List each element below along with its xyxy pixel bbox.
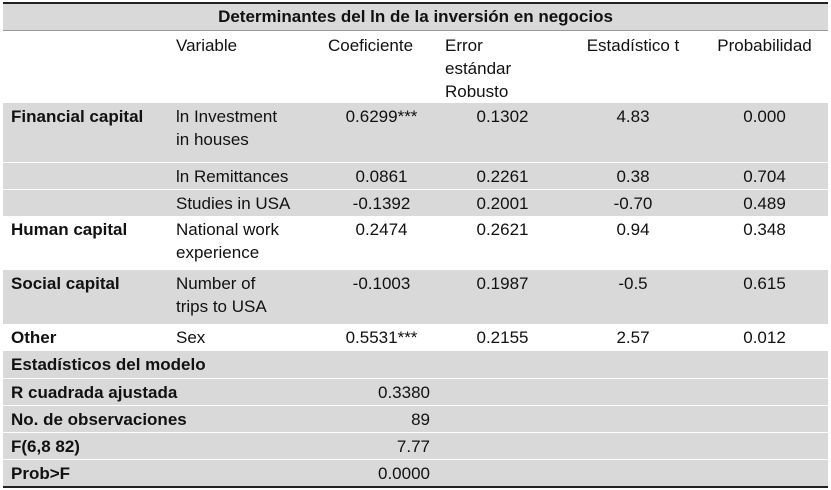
row-coef: 0.0861 xyxy=(323,161,440,189)
row-tstat: -0.70 xyxy=(565,188,701,216)
header-prob: Probabilidad xyxy=(701,30,829,103)
title-row: Determinantes del ln de la inversión en … xyxy=(3,2,829,31)
row-tstat: 2.57 xyxy=(565,324,701,351)
row-variable-line2: experience xyxy=(176,243,260,262)
table-title: Determinantes del ln de la inversión en … xyxy=(3,2,829,31)
row-tstat: 0.94 xyxy=(565,216,701,270)
model-stats-heading: Estadísticos del modelo xyxy=(3,351,829,378)
row-prob: 0.615 xyxy=(701,270,829,324)
row-group-label: Human capital xyxy=(3,216,171,270)
table-row: Social capital Number of trips to USA -0… xyxy=(3,270,829,324)
row-tstat: 4.83 xyxy=(565,103,701,162)
model-stats-heading-row: Estadísticos del modelo xyxy=(3,351,829,378)
table-row: Human capital National work experience 0… xyxy=(3,216,829,270)
stat-row: No. de observaciones 89 xyxy=(3,404,829,432)
header-group xyxy=(3,30,171,103)
row-error: 0.1302 xyxy=(440,103,565,162)
row-variable: Studies in USA xyxy=(171,188,323,216)
header-variable: Variable xyxy=(171,30,323,103)
stat-row: Prob>F 0.0000 xyxy=(3,458,829,488)
row-group-label xyxy=(3,161,171,189)
stat-label: F(6,8 82) xyxy=(3,431,323,459)
row-error: 0.2001 xyxy=(440,188,565,216)
stat-row: R cuadrada ajustada 0.3380 xyxy=(3,377,829,405)
header-tstat: Estadístico t xyxy=(565,30,701,103)
row-variable-line1: National work xyxy=(176,220,279,239)
row-prob: 0.012 xyxy=(701,324,829,351)
header-error-line1: Error xyxy=(445,36,483,55)
row-variable: ln Investment in houses xyxy=(171,103,323,162)
row-prob: 0.704 xyxy=(701,161,829,189)
row-variable: Sex xyxy=(171,324,323,351)
table-row: Other Sex 0.5531*** 0.2155 2.57 0.012 xyxy=(3,324,829,351)
header-error: Error estándar Robusto xyxy=(440,30,565,103)
row-variable-line1: ln Investment xyxy=(176,107,278,126)
row-group-label xyxy=(3,188,171,216)
row-error: 0.2155 xyxy=(440,324,565,351)
row-error: 0.2621 xyxy=(440,216,565,270)
header-row: Variable Coeficiente Error estándar Robu… xyxy=(3,30,829,103)
row-coef: -0.1003 xyxy=(323,270,440,324)
row-variable: Number of trips to USA xyxy=(171,270,323,324)
regression-table: Determinantes del ln de la inversión en … xyxy=(3,2,829,488)
row-variable-line2: trips to USA xyxy=(176,297,267,316)
stat-empty xyxy=(440,377,829,405)
stat-row: F(6,8 82) 7.77 xyxy=(3,431,829,459)
table-row: Studies in USA -0.1392 0.2001 -0.70 0.48… xyxy=(3,188,829,216)
stat-value: 0.0000 xyxy=(323,458,440,488)
row-variable: ln Remittances xyxy=(171,161,323,189)
row-coef: 0.5531*** xyxy=(323,324,440,351)
stat-empty xyxy=(440,458,829,488)
stat-label: Prob>F xyxy=(3,458,323,488)
stat-value: 89 xyxy=(323,404,440,432)
header-error-line3: Robusto xyxy=(445,82,509,101)
row-coef: -0.1392 xyxy=(323,188,440,216)
row-coef: 0.2474 xyxy=(323,216,440,270)
row-error: 0.1987 xyxy=(440,270,565,324)
row-group-label: Financial capital xyxy=(3,103,171,162)
stat-label: No. de observaciones xyxy=(3,404,323,432)
row-prob: 0.348 xyxy=(701,216,829,270)
stat-value: 7.77 xyxy=(323,431,440,459)
row-group-label: Other xyxy=(3,324,171,351)
stat-label: R cuadrada ajustada xyxy=(3,377,323,405)
row-tstat: 0.38 xyxy=(565,161,701,189)
row-error: 0.2261 xyxy=(440,161,565,189)
row-variable-line2: in houses xyxy=(176,130,249,149)
stat-value: 0.3380 xyxy=(323,377,440,405)
row-variable: National work experience xyxy=(171,216,323,270)
header-coeficiente: Coeficiente xyxy=(323,30,440,103)
table-row: ln Remittances 0.0861 0.2261 0.38 0.704 xyxy=(3,161,829,189)
row-coef: 0.6299*** xyxy=(323,103,440,162)
stat-empty xyxy=(440,404,829,432)
row-variable-line1: Number of xyxy=(176,274,256,293)
row-prob: 0.000 xyxy=(701,103,829,162)
row-prob: 0.489 xyxy=(701,188,829,216)
row-group-label: Social capital xyxy=(3,270,171,324)
header-error-line2: estándar xyxy=(445,59,512,78)
stat-empty xyxy=(440,431,829,459)
row-tstat: -0.5 xyxy=(565,270,701,324)
table-row: Financial capital ln Investment in house… xyxy=(3,103,829,162)
